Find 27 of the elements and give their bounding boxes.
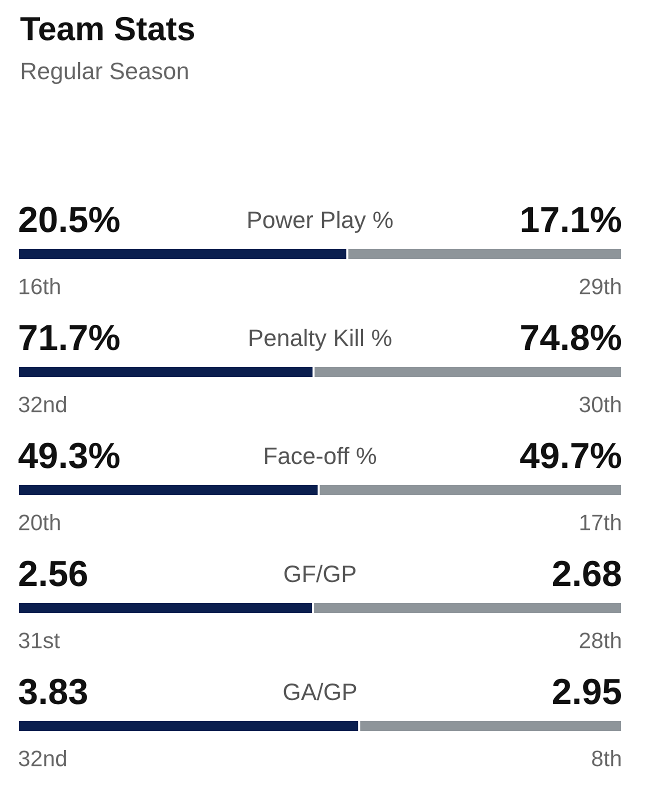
category-label: Penalty Kill % bbox=[250, 328, 392, 351]
annotation: 30th bbox=[580, 396, 621, 412]
annotation: 31st bbox=[18, 632, 60, 648]
category-label: Power Play % bbox=[248, 210, 393, 233]
annotation: 32nd bbox=[18, 750, 66, 766]
data-label: 2.56 bbox=[19, 560, 87, 586]
annotation: 29th bbox=[580, 278, 621, 294]
data-label: 20.5% bbox=[19, 206, 120, 232]
data-label: 74.8% bbox=[521, 324, 622, 350]
data-label: 3.83 bbox=[18, 678, 87, 704]
data-label: 2.95 bbox=[552, 678, 621, 704]
annotation: 16th bbox=[20, 278, 60, 294]
data-label: 49.7% bbox=[520, 442, 622, 468]
chart-title: Team Stats bbox=[20, 16, 194, 40]
annotation: 17th bbox=[580, 514, 621, 530]
data-label: 49.3% bbox=[18, 442, 120, 468]
annotation: 20th bbox=[19, 514, 60, 530]
chart-subtitle: Regular Season bbox=[22, 62, 188, 84]
annotation: 28th bbox=[580, 632, 621, 648]
data-label: 17.1% bbox=[522, 206, 622, 232]
annotation: 8th bbox=[592, 750, 621, 766]
category-label: GA/GP bbox=[284, 682, 356, 700]
annotation: 32nd bbox=[18, 396, 66, 412]
data-label: 2.68 bbox=[552, 560, 621, 586]
category-label: GF/GP bbox=[284, 564, 356, 582]
category-label: Face-off % bbox=[265, 446, 376, 464]
data-label: 71.7% bbox=[20, 324, 120, 350]
